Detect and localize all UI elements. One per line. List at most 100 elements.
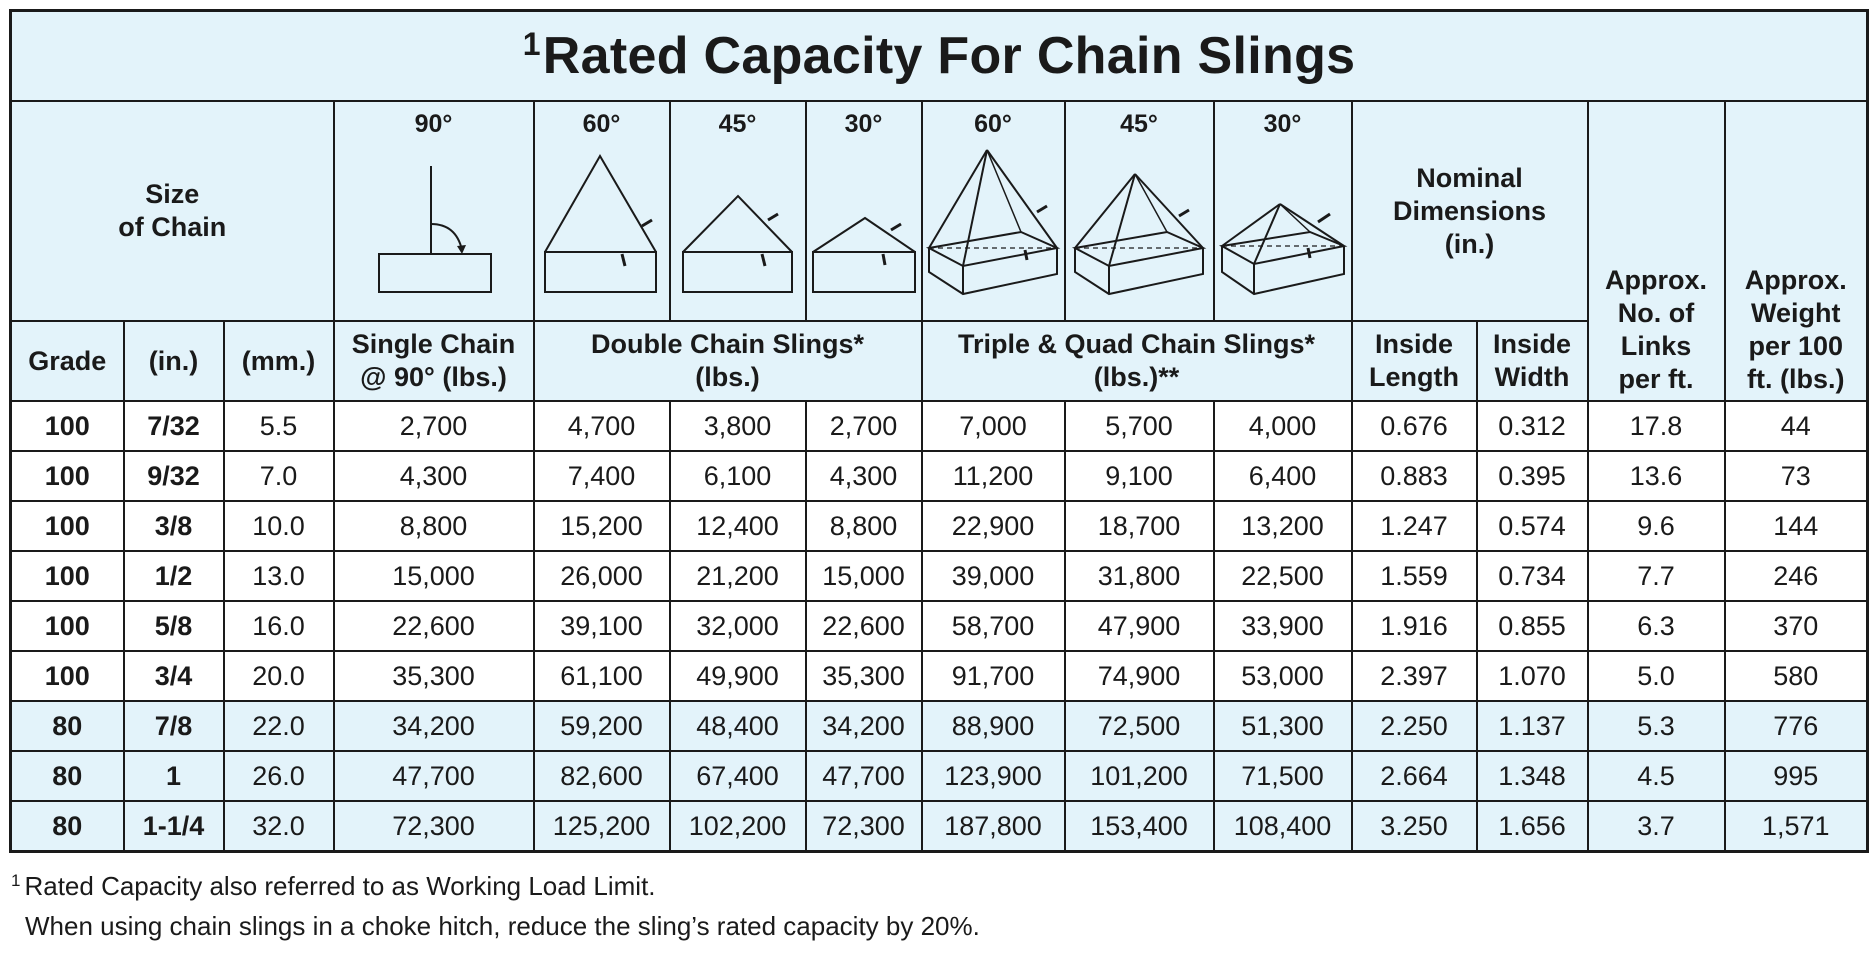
double-30-diagram-cell: 30° [804, 100, 923, 322]
grade-header: Grade [9, 320, 125, 402]
table-cell: 1.916 [1350, 600, 1478, 652]
inside-width-label: Inside Width [1492, 329, 1572, 392]
title-text: Rated Capacity For Chain Slings [542, 27, 1356, 85]
table-cell: 0.676 [1350, 400, 1478, 452]
table-cell: 8,800 [332, 500, 535, 552]
table-cell: 15,200 [532, 500, 671, 552]
table-cell: 47,900 [1063, 600, 1215, 652]
table-cell: 1-1/4 [122, 800, 225, 853]
table-cell: 125,200 [532, 800, 671, 853]
table-cell: 0.574 [1475, 500, 1589, 552]
table-cell: 4.5 [1586, 750, 1726, 802]
table-cell: 101,200 [1063, 750, 1215, 802]
chain-sling-chart: 1Rated Capacity For Chain Slings Size of… [9, 9, 1870, 946]
table-cell: 80 [9, 800, 125, 853]
double-60-sling-icon [543, 154, 657, 293]
table-cell: 91,700 [920, 650, 1066, 702]
table-cell: 15,000 [804, 550, 923, 602]
size-mm-header: (mm.) [222, 320, 335, 402]
footnotes: 1 Rated Capacity also referred to as Work… [9, 861, 1866, 946]
angle-label-double-60: 60° [582, 110, 621, 138]
table-row: 100 5/8 16.0 22,600 39,100 32,000 22,600 58,700… [9, 600, 1869, 652]
table-cell: 72,300 [804, 800, 923, 853]
table-cell: 32,000 [668, 600, 807, 652]
table-cell: 1 [122, 750, 225, 802]
table-cell: 1.247 [1350, 500, 1478, 552]
table-cell: 72,500 [1063, 700, 1215, 752]
table-cell: 153,400 [1063, 800, 1215, 853]
table-cell: 9,100 [1063, 450, 1215, 502]
table-cell: 39,100 [532, 600, 671, 652]
table-cell: 3.7 [1586, 800, 1726, 853]
capacity-table: 1Rated Capacity For Chain Slings Size of… [9, 9, 1870, 853]
inside-length-header: Inside Length [1350, 320, 1478, 402]
table-row: 80 1-1/4 32.0 72,300 125,200 102,200 72,300 187… [9, 800, 1869, 853]
table-cell: 1.137 [1475, 700, 1589, 752]
table-cell: 102,200 [668, 800, 807, 853]
angle-label-double-30: 30° [844, 110, 883, 138]
table-cell: 2,700 [804, 400, 923, 452]
table-cell: 1/2 [122, 550, 225, 602]
page-title: 1Rated Capacity For Chain Slings [9, 9, 1869, 102]
table-cell: 0.855 [1475, 600, 1589, 652]
table-cell: 7,000 [920, 400, 1066, 452]
table-cell: 48,400 [668, 700, 807, 752]
triple-quad-header: Triple & Quad Chain Slings* (lbs.)** [920, 320, 1353, 402]
table-cell: 8,800 [804, 500, 923, 552]
table-row: 80 1 26.0 47,700 82,600 67,400 47,700 123,900 10… [9, 750, 1869, 802]
table-cell: 4,300 [804, 450, 923, 502]
footnote-1-text: Rated Capacity also referred to as Worki… [24, 871, 656, 901]
approx-links-header: Approx. No. of Links per ft. [1586, 100, 1726, 402]
table-cell: 17.8 [1586, 400, 1726, 452]
footnote-1-mark: 1 [11, 871, 21, 890]
table-cell: 73 [1723, 450, 1869, 502]
table-cell: 80 [9, 700, 125, 752]
table-cell: 59,200 [532, 700, 671, 752]
table-cell: 123,900 [920, 750, 1066, 802]
table-cell: 22,900 [920, 500, 1066, 552]
table-cell: 26.0 [222, 750, 335, 802]
angle-label-double-45: 45° [718, 110, 757, 138]
table-cell: 100 [9, 550, 125, 602]
table-cell: 20.0 [222, 650, 335, 702]
table-cell: 5/8 [122, 600, 225, 652]
table-cell: 1.070 [1475, 650, 1589, 702]
table-cell: 9/32 [122, 450, 225, 502]
approx-links-label: Approx. No. of Links per ft. [1604, 265, 1707, 394]
table-cell: 31,800 [1063, 550, 1215, 602]
table-cell: 3.250 [1350, 800, 1478, 853]
table-cell: 61,100 [532, 650, 671, 702]
table-cell: 21,200 [668, 550, 807, 602]
table-cell: 39,000 [920, 550, 1066, 602]
table-cell: 5,700 [1063, 400, 1215, 452]
table-cell: 51,300 [1212, 700, 1353, 752]
table-cell: 16.0 [222, 600, 335, 652]
table-cell: 13.0 [222, 550, 335, 602]
table-cell: 100 [9, 500, 125, 552]
table-cell: 1.656 [1475, 800, 1589, 853]
table-cell: 80 [9, 750, 125, 802]
table-cell: 88,900 [920, 700, 1066, 752]
triple-30-diagram-cell: 30° [1212, 100, 1353, 322]
table-cell: 7/8 [122, 700, 225, 752]
double-45-sling-icon [681, 194, 793, 293]
table-cell: 58,700 [920, 600, 1066, 652]
table-cell: 0.883 [1350, 450, 1478, 502]
table-cell: 71,500 [1212, 750, 1353, 802]
nominal-dimensions-header: Nominal Dimensions (in.) [1350, 100, 1589, 322]
inside-width-header: Inside Width [1475, 320, 1589, 402]
table-cell: 72,300 [332, 800, 535, 853]
triple-45-diagram-cell: 45° [1063, 100, 1215, 322]
footnote-1: 1 Rated Capacity also referred to as Work… [9, 861, 1866, 906]
table-cell: 2.250 [1350, 700, 1478, 752]
table-cell: 7.7 [1586, 550, 1726, 602]
table-cell: 22,600 [804, 600, 923, 652]
table-cell: 34,200 [332, 700, 535, 752]
table-cell: 100 [9, 600, 125, 652]
table-cell: 35,300 [332, 650, 535, 702]
table-row: 80 7/8 22.0 34,200 59,200 48,400 34,200 88,900 7… [9, 700, 1869, 752]
table-cell: 100 [9, 400, 125, 452]
angle-label-triple-45: 45° [1120, 110, 1158, 138]
table-cell: 47,700 [332, 750, 535, 802]
table-cell: 995 [1723, 750, 1869, 802]
